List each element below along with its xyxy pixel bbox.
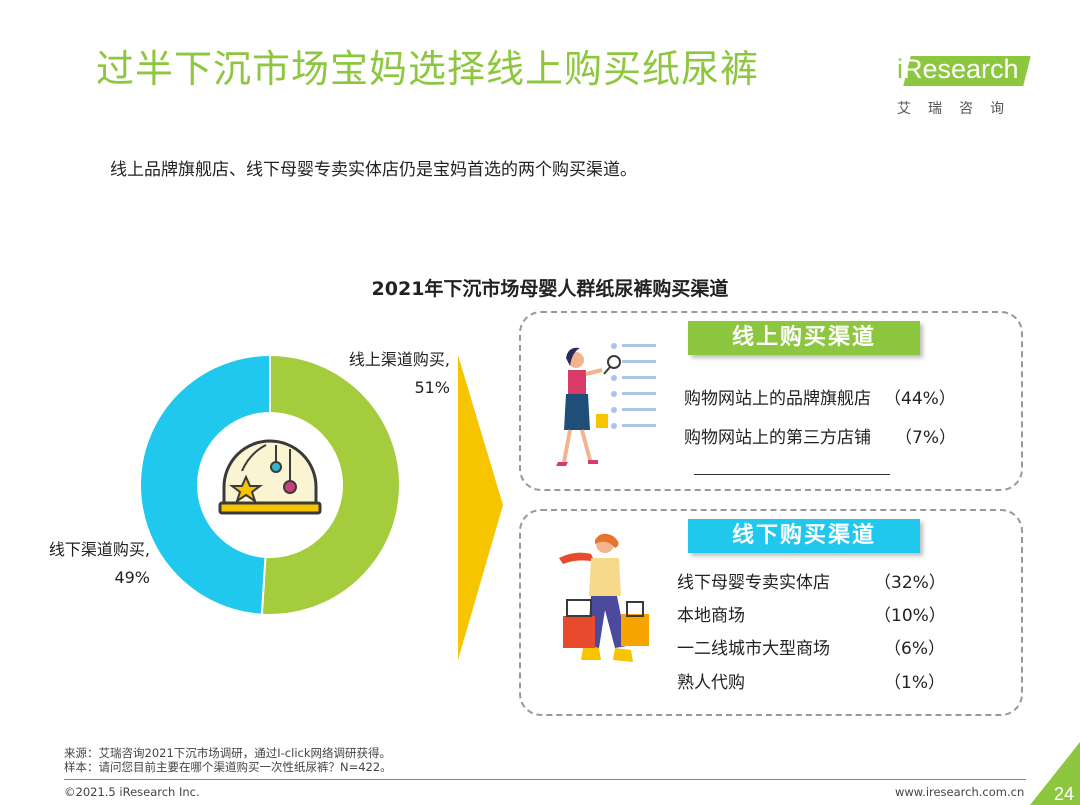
offline-item-row: 本地商场: [677, 601, 745, 626]
logo-brand: iResearch: [897, 54, 1019, 85]
offline-item-value: （32%）: [874, 573, 946, 593]
page-number-tab: 24: [1030, 742, 1080, 805]
offline-item-label: 线下母婴专卖实体店: [677, 573, 830, 593]
online-channel-badge: 线上购买渠道: [688, 321, 920, 355]
chevron-arrow-icon: [458, 355, 503, 660]
offline-item-value: （6%）: [884, 639, 945, 659]
online-item-label: 购物网站上的第三方店铺: [684, 428, 871, 448]
page-subtitle: 线上品牌旗舰店、线下母婴专卖实体店仍是宝妈首选的两个购买渠道。: [110, 160, 637, 180]
online-item-row: 购物网站上的第三方店铺: [684, 423, 871, 448]
online-item-label: 购物网站上的品牌旗舰店: [684, 389, 871, 409]
online-channel-panel: [519, 311, 1023, 491]
offline-item-label: 一二线城市大型商场: [677, 639, 830, 659]
offline-item-value: （1%）: [884, 673, 945, 693]
online-item-value: （44%）: [884, 389, 956, 409]
offline-item-row: 线下母婴专卖实体店: [677, 568, 830, 593]
offline-item-row: 一二线城市大型商场: [677, 634, 830, 659]
slice-label-online-value: 51%: [414, 378, 450, 397]
logo-brand-prefix: i: [897, 54, 903, 84]
divider: [694, 474, 890, 475]
baby-toy-icon: [218, 439, 322, 515]
page-number: 24: [1054, 784, 1074, 804]
slice-label-offline: 线下渠道购买, 49%: [30, 536, 150, 592]
chart-title: 2021年下沉市场母婴人群纸尿裤购买渠道: [371, 278, 729, 300]
source-line: 来源：艾瑞咨询2021下沉市场调研，通过I-click网络调研获得。: [64, 746, 392, 760]
online-item-value: （7%）: [895, 428, 956, 448]
page-title: 过半下沉市场宝妈选择线上购买纸尿裤: [96, 47, 760, 91]
offline-item-label: 本地商场: [677, 606, 745, 626]
donut-slice-offline: [140, 355, 271, 615]
offline-item-value: （10%）: [874, 606, 946, 626]
slice-label-online: 线上渠道购买, 51%: [330, 346, 450, 402]
source-note: 来源：艾瑞咨询2021下沉市场调研，通过I-click网络调研获得。 样本：请问…: [64, 746, 392, 774]
offline-channel-badge: 线下购买渠道: [688, 519, 920, 553]
iresearch-logo: iResearch 艾瑞咨询: [895, 52, 1035, 122]
offline-channel-panel: [519, 509, 1023, 716]
donut-chart: [140, 355, 400, 615]
offline-item-row: 熟人代购: [677, 668, 745, 693]
donut-slice-online: [260, 355, 400, 615]
footer-divider: [64, 779, 1026, 780]
logo-brand-rest: Research: [903, 54, 1019, 84]
offline-item-label: 熟人代购: [677, 673, 745, 693]
website-link: www.iresearch.com.cn: [895, 785, 1025, 799]
woman-with-shopping-bags-illustration: [559, 533, 649, 662]
logo-chinese: 艾瑞咨询: [897, 101, 1021, 117]
copyright: ©2021.5 iResearch Inc.: [64, 785, 200, 799]
woman-shopping-online-illustration: [556, 343, 656, 466]
online-item-row: 购物网站上的品牌旗舰店: [684, 384, 871, 409]
sample-line: 样本：请问您目前主要在哪个渠道购买一次性纸尿裤？N=422。: [64, 760, 392, 774]
slice-label-offline-name: 线下渠道购买,: [48, 540, 150, 559]
slice-label-online-name: 线上渠道购买,: [348, 350, 450, 369]
slice-label-offline-value: 49%: [114, 568, 150, 587]
